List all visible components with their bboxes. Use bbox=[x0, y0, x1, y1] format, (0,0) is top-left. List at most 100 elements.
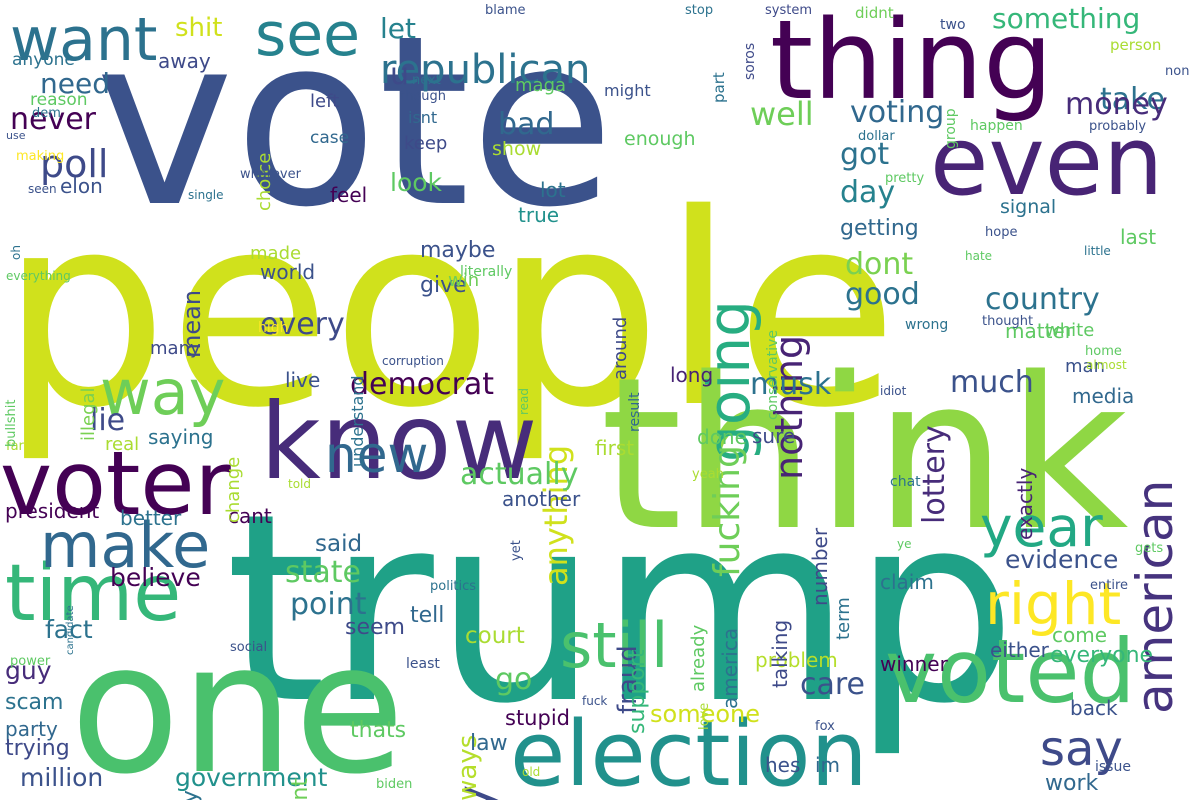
word-saying: saying bbox=[148, 425, 214, 449]
word-new: new bbox=[325, 426, 429, 484]
word-live: live bbox=[285, 368, 321, 392]
word-election: election bbox=[510, 702, 868, 800]
word-think: think bbox=[600, 332, 1129, 577]
word-work: work bbox=[1045, 771, 1099, 796]
word-america: america bbox=[718, 627, 742, 709]
word-trying: trying bbox=[5, 736, 70, 761]
word-country: country bbox=[985, 282, 1100, 317]
word-million: million bbox=[20, 763, 104, 792]
word-result: result bbox=[627, 392, 643, 432]
word-exactly: exactly bbox=[1013, 467, 1037, 540]
word-blame: blame bbox=[485, 3, 526, 18]
word-winner: winner bbox=[880, 652, 948, 676]
word-biden: biden bbox=[376, 777, 413, 792]
word-high: high bbox=[258, 320, 289, 336]
word-im: im bbox=[815, 753, 841, 777]
word-true: true bbox=[518, 203, 560, 227]
word-guy: guy bbox=[5, 656, 52, 685]
word-another: another bbox=[502, 487, 581, 511]
word-real: real bbox=[105, 434, 140, 455]
word-done: done bbox=[697, 425, 747, 449]
word-show: show bbox=[492, 138, 542, 160]
word-enough: enough bbox=[624, 128, 696, 150]
word-long: long bbox=[670, 363, 714, 387]
word-group: group bbox=[943, 108, 959, 149]
word-two: two bbox=[940, 17, 966, 33]
word-want: want bbox=[10, 5, 158, 75]
word-isnt: isnt bbox=[408, 108, 438, 127]
word-bad: bad bbox=[498, 107, 555, 142]
word-give: give bbox=[420, 273, 467, 298]
word-u: u bbox=[390, 57, 410, 92]
word-either: either bbox=[990, 638, 1049, 662]
word-fact: fact bbox=[45, 615, 93, 644]
word-made: made bbox=[250, 243, 302, 264]
word-talking: talking bbox=[768, 619, 792, 688]
word-illegal: illegal bbox=[78, 387, 99, 441]
word-thats: thats bbox=[350, 718, 407, 743]
word-everyone: everyone bbox=[1050, 643, 1154, 668]
word-everything: everything bbox=[6, 269, 71, 283]
word-year: year bbox=[980, 495, 1103, 559]
word-stop: stop bbox=[685, 3, 714, 18]
word-happen: happen bbox=[970, 118, 1023, 134]
word-court: court bbox=[465, 623, 525, 649]
word-old: old bbox=[522, 765, 541, 779]
word-problem: problem bbox=[755, 648, 838, 672]
word-stupid: stupid bbox=[505, 706, 570, 730]
word-first: first bbox=[595, 436, 635, 460]
word-social: social bbox=[230, 640, 268, 655]
word-little: little bbox=[1084, 244, 1111, 258]
word-law: law bbox=[470, 731, 508, 756]
word-evidence: evidence bbox=[1005, 545, 1119, 574]
word-democrat: democrat bbox=[350, 367, 495, 402]
word-need: need bbox=[40, 67, 110, 100]
word-far: far bbox=[6, 439, 24, 454]
word-home: home bbox=[1085, 344, 1122, 359]
word-claim: claim bbox=[880, 570, 934, 594]
word-love: love bbox=[697, 702, 712, 730]
word-care: care bbox=[800, 667, 866, 702]
word-wrong: wrong bbox=[905, 317, 949, 333]
word-tell: tell bbox=[410, 603, 445, 628]
word-corruption: corruption bbox=[382, 354, 444, 368]
word-let: let bbox=[380, 12, 416, 45]
word-something: something bbox=[992, 2, 1141, 35]
word-hate: hate bbox=[965, 249, 993, 263]
word-away: away bbox=[158, 49, 211, 73]
word-entire: entire bbox=[1090, 578, 1129, 593]
word-go: go bbox=[495, 662, 533, 697]
word-time: time bbox=[5, 549, 182, 639]
word-signal: signal bbox=[1000, 196, 1057, 218]
word-believe: believe bbox=[110, 563, 201, 592]
word-money: money bbox=[1065, 87, 1168, 122]
word-fucking: fucking bbox=[707, 445, 748, 577]
word-reason: reason bbox=[30, 90, 88, 110]
word-state: state bbox=[285, 555, 361, 590]
word-someone: someone bbox=[650, 700, 760, 728]
word-anyone: anyone bbox=[12, 50, 75, 70]
word-pretty: pretty bbox=[885, 171, 925, 186]
word-every: every bbox=[260, 307, 345, 342]
word-way: way bbox=[100, 356, 226, 429]
word-getting: getting bbox=[840, 216, 919, 241]
word-trump: trump bbox=[225, 459, 1017, 761]
word-poll: poll bbox=[40, 142, 109, 186]
word-dollar: dollar bbox=[858, 129, 895, 144]
word-yeah: yeah bbox=[692, 467, 724, 482]
word-person: person bbox=[1110, 36, 1162, 54]
word-right: right bbox=[985, 570, 1122, 638]
word-voted: voted bbox=[885, 620, 1136, 723]
word-point: point bbox=[290, 587, 367, 622]
word-left: left bbox=[310, 91, 340, 112]
word-government: government bbox=[175, 763, 328, 792]
word-musk: musk bbox=[750, 367, 832, 402]
word-whatever: whatever bbox=[240, 167, 301, 182]
word-conservative: conservative bbox=[765, 330, 781, 420]
word-said: said bbox=[315, 531, 363, 557]
word-even: even bbox=[930, 107, 1164, 217]
word-next: next bbox=[412, 73, 441, 88]
word-told: told bbox=[288, 477, 311, 491]
word-thought: thought bbox=[982, 314, 1034, 329]
